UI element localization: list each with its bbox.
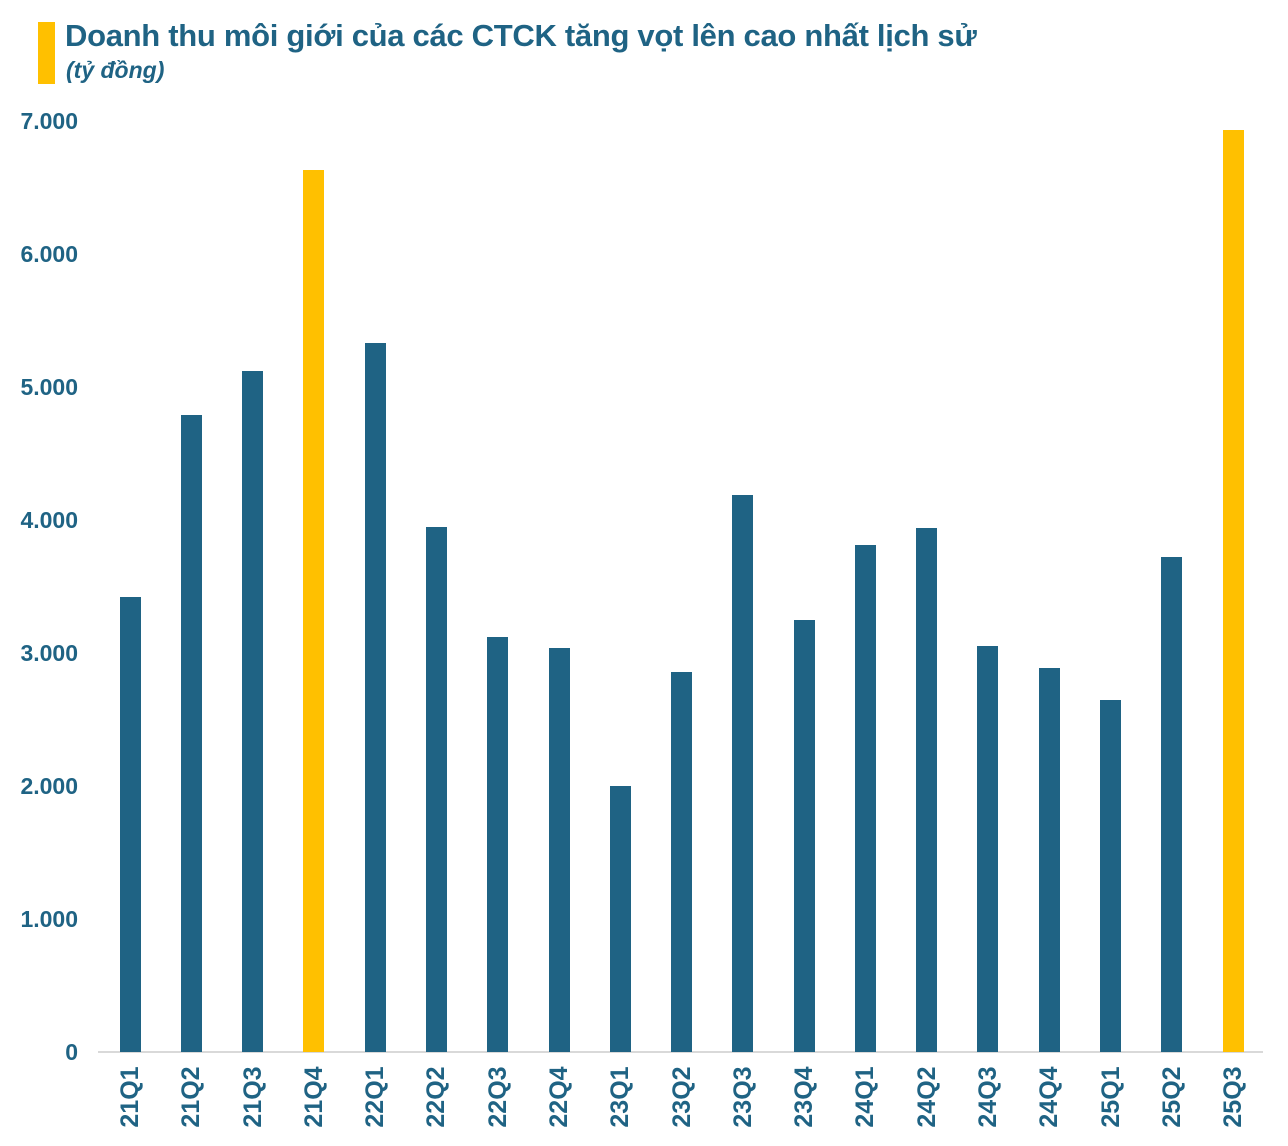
chart-subtitle: (tỷ đồng): [66, 57, 165, 83]
x-label-24Q3: 24Q3: [973, 1066, 1002, 1128]
bar-23Q4: [793, 620, 815, 1052]
x-label-24Q2: 24Q2: [912, 1066, 941, 1128]
bar-23Q2: [671, 672, 692, 1052]
bar-21Q2: [180, 415, 202, 1052]
x-label-21Q1: 21Q1: [116, 1066, 144, 1128]
bar-22Q3: [487, 637, 509, 1052]
bar-24Q4: [1038, 668, 1060, 1052]
bar-23Q1: [609, 786, 631, 1052]
bar-22Q1: [364, 343, 386, 1052]
bar-24Q3: [977, 646, 999, 1052]
bar-25Q1: [1100, 700, 1121, 1052]
y-tick-6000: 6.000: [20, 241, 78, 267]
bar-22Q4: [548, 648, 570, 1052]
x-label-22Q1: 22Q1: [361, 1066, 390, 1128]
x-label-25Q2: 25Q2: [1157, 1066, 1186, 1128]
chart-title: Doanh thu môi giới của các CTCK tăng vọt…: [65, 18, 977, 53]
x-label-21Q3: 21Q3: [238, 1066, 267, 1128]
bar-21Q3: [242, 371, 264, 1052]
bar-21Q4: [303, 170, 325, 1052]
x-label-23Q2: 23Q2: [667, 1066, 696, 1128]
bar-24Q2: [916, 528, 938, 1052]
x-label-23Q1: 23Q1: [606, 1066, 635, 1128]
bar-21Q1: [119, 597, 141, 1052]
x-axis-line: [98, 1051, 1263, 1053]
x-label-23Q4: 23Q4: [790, 1066, 819, 1128]
y-tick-1000: 1.000: [20, 906, 78, 932]
bar-25Q3: [1222, 130, 1244, 1052]
x-label-22Q4: 22Q4: [545, 1066, 573, 1128]
x-label-22Q2: 22Q2: [422, 1066, 451, 1128]
x-label-21Q2: 21Q2: [177, 1066, 206, 1128]
x-label-25Q1: 25Q1: [1096, 1066, 1125, 1128]
y-tick-3000: 3.000: [20, 640, 78, 666]
x-label-23Q3: 23Q3: [728, 1066, 757, 1128]
bar-23Q3: [732, 495, 754, 1052]
bar-22Q2: [425, 527, 447, 1052]
x-label-25Q3: 25Q3: [1219, 1066, 1247, 1128]
y-tick-0: 0: [65, 1039, 78, 1065]
x-label-24Q1: 24Q1: [851, 1066, 880, 1128]
y-tick-2000: 2.000: [20, 773, 78, 799]
bar-24Q1: [854, 545, 876, 1052]
y-tick-5000: 5.000: [20, 374, 78, 400]
bar-25Q2: [1161, 557, 1183, 1052]
y-tick-4000: 4.000: [20, 507, 78, 533]
x-label-22Q3: 22Q3: [483, 1066, 512, 1128]
title-accent-bar: [38, 22, 55, 84]
y-tick-7000: 7.000: [20, 108, 78, 134]
x-label-21Q4: 21Q4: [299, 1066, 328, 1128]
x-label-24Q4: 24Q4: [1035, 1066, 1064, 1128]
